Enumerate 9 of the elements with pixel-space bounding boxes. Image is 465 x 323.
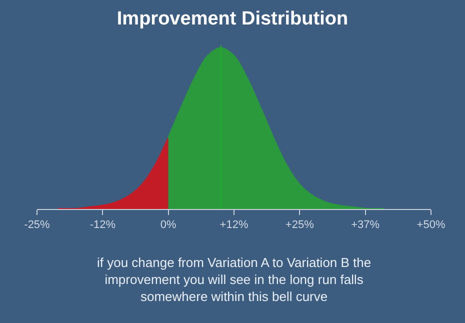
- x-tick-label: +12%: [220, 219, 248, 232]
- chart-title: Improvement Distribution: [116, 8, 348, 30]
- x-tick-label: +37%: [351, 219, 380, 232]
- x-tick-label: +25%: [285, 219, 314, 232]
- x-tick-label: -25%: [24, 219, 50, 232]
- x-tick-label: +50%: [416, 219, 446, 232]
- text: if you change from Variation A to Variation B the improvement you will see in the long run falls somewhere within this bell curve: [97, 255, 372, 304]
- x-tick-label: 0%: [160, 219, 176, 232]
- x-tick-label: -12%: [90, 219, 116, 232]
